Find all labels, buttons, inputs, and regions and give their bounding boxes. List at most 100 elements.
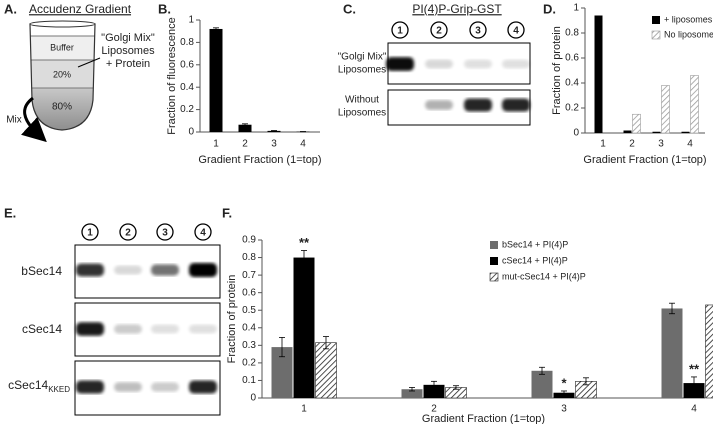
bar [401,389,423,398]
legend-label: bSec14 + PI(4)P [502,239,568,249]
lane-label: 4 [200,228,206,239]
blot-band [386,57,414,71]
panel-label: D. [543,1,556,16]
x-axis-label: Gradient Fraction (1=top) [422,413,545,424]
panel-label: E. [4,205,16,220]
significance: ** [299,235,310,250]
lane-circle [81,223,99,241]
lane-circle [469,21,487,39]
lane-label: 3 [162,228,168,239]
layer-label: 80% [52,102,72,113]
blot-band [464,98,492,112]
lane-circle [507,21,525,39]
y-tick-label: 0 [250,393,256,404]
pointer [77,57,101,68]
bar [681,131,690,133]
bar [623,130,632,133]
lane-circle [119,223,137,241]
y-tick-label: 0.6 [180,59,194,70]
lane-circle [430,21,448,39]
legend-label: No liposomes [664,29,713,39]
x-tick-label: 3 [561,404,567,415]
lane-label: 1 [397,26,403,37]
significance: * [561,375,567,390]
y-tick-label: 0.8 [565,28,579,39]
x-tick-label: 4 [687,139,693,150]
y-tick-label: 0.5 [242,305,256,316]
y-tick-label: 0.4 [242,322,256,333]
x-axis-label: Gradient Fraction (1=top) [198,154,321,166]
y-tick-label: 0 [573,128,579,139]
lane-circle [391,21,409,39]
blot-band [189,263,217,277]
y-tick-label: 0.4 [180,82,194,93]
blot-band [425,100,453,110]
y-tick-label: 0.2 [180,104,194,115]
bar [632,113,641,134]
blot-band [114,382,142,392]
blot-band [114,265,142,275]
x-tick-label: 1 [600,139,606,150]
x-tick-label: 4 [691,404,697,415]
panel-label: C. [343,1,356,16]
mix-label: Mix [6,115,22,126]
lane-label: 2 [125,228,131,239]
bar [293,257,315,398]
legend-label: + liposomes [664,14,713,24]
x-tick-label: 2 [242,139,248,150]
x-tick-label: 4 [300,139,306,150]
mix-arrow [21,96,47,143]
x-axis-label: Gradient Fraction (1=top) [583,154,706,166]
bar [661,308,683,398]
panel-label: F. [222,205,232,220]
y-tick-label: 0.8 [180,37,194,48]
blot-band [189,380,217,394]
blot-band [151,382,179,392]
y-tick-label: 0.9 [242,235,256,246]
legend-swatch [490,241,498,249]
blot-band [76,380,104,394]
bar [594,15,603,133]
row-label: bSec14 [21,264,62,278]
bar [690,75,699,134]
sample-label: Liposomes [101,45,155,57]
legend-swatch [490,257,498,265]
panel-label: B. [158,1,171,16]
panel-c: C. PI(4)P-Grip-GST "Golgi Mix" Liposomes… [338,1,531,126]
blot-band [151,324,179,334]
row-label: Without [345,95,379,106]
bar [531,370,553,398]
row-label: Liposomes [338,108,386,119]
legend-label: cSec14 + PI(4)P [502,255,568,265]
panel-title: PI(4)P-Grip-GST [412,2,502,16]
x-tick-label: 1 [301,404,307,415]
tube-outline [29,23,96,131]
panel-a: A. Accudenz Gradient Buffer 20% 80% "Gol… [4,1,155,143]
sample-label: + Protein [106,58,150,70]
blot-band [425,59,453,69]
y-tick-label: 0.7 [242,270,256,281]
y-tick-label: 0 [188,127,194,138]
y-tick-label: 0.8 [242,252,256,263]
blot-band [114,324,142,334]
blot-band [464,59,492,69]
bar [705,304,713,399]
legend-swatch [651,30,661,40]
layer-label: Buffer [50,42,74,52]
legend-swatch [489,272,499,282]
bar [209,28,223,132]
bar [423,384,445,398]
y-axis-label: Fraction of fluorescence [166,17,178,134]
bar [553,392,575,398]
y-tick-label: 0.2 [565,103,579,114]
blot-band [76,322,104,336]
row-label: cSec14 [22,322,62,336]
layer-label: 20% [53,69,71,79]
lane-circle [156,223,174,241]
blot-band [502,59,530,69]
panel-e: E. bSec14 cSec14 cSec14KKED [4,205,221,416]
y-axis-label: Fraction of protein [226,275,238,364]
panel-label: A. [4,1,17,16]
blot-band [151,264,179,276]
lane-label: 2 [436,26,442,37]
